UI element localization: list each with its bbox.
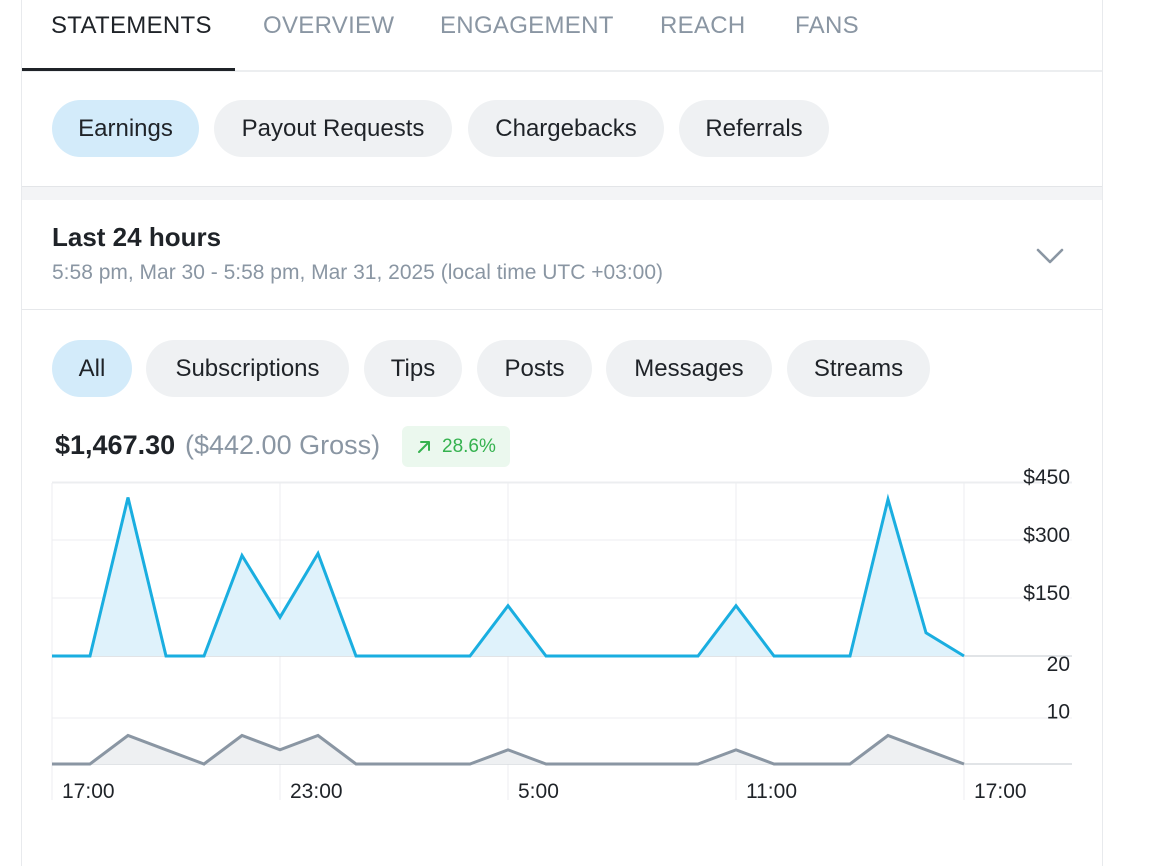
change-badge: 28.6% bbox=[402, 426, 510, 467]
statement-type-chargebacks[interactable]: Chargebacks bbox=[468, 100, 664, 157]
net-earnings: $1,467.30 bbox=[55, 430, 176, 460]
statistics-panel: STATEMENTS OVERVIEW ENGAGEMENT REACH FAN… bbox=[21, 0, 1103, 866]
filter-subscriptions[interactable]: Subscriptions bbox=[146, 340, 349, 397]
active-tab-indicator bbox=[22, 68, 235, 71]
earnings-line bbox=[52, 493, 965, 658]
count-area bbox=[52, 735, 964, 764]
tab-overview[interactable]: OVERVIEW bbox=[263, 12, 395, 39]
statement-type-payout-requests[interactable]: Payout Requests bbox=[214, 100, 452, 157]
filter-all[interactable]: All bbox=[52, 340, 132, 397]
section-separator bbox=[22, 186, 1102, 200]
arrow-up-right-icon bbox=[418, 440, 430, 453]
filter-tips[interactable]: Tips bbox=[364, 340, 462, 397]
count-line bbox=[52, 733, 965, 766]
x-tick-label: 17:00 bbox=[974, 780, 1027, 803]
change-percent: 28.6% bbox=[442, 435, 496, 457]
x-tick-label: 23:00 bbox=[290, 780, 343, 803]
tab-fans[interactable]: FANS bbox=[795, 12, 859, 39]
tab-reach[interactable]: REACH bbox=[660, 12, 746, 39]
period-title: Last 24 hours bbox=[52, 222, 222, 252]
x-tick-label: 11:00 bbox=[746, 780, 797, 803]
divider bbox=[22, 309, 1102, 310]
earnings-chart: 17:00 23:00 5:00 11:00 17:00 $150 $300 $450 10 20 bbox=[51, 466, 1072, 803]
tab-engagement[interactable]: ENGAGEMENT bbox=[440, 12, 614, 39]
statement-type-referrals[interactable]: Referrals bbox=[679, 100, 829, 157]
gross-earnings: ($442.00 Gross) bbox=[185, 430, 381, 460]
y-tick-label: 10 bbox=[1047, 701, 1070, 724]
period-range: 5:58 pm, Mar 30 - 5:58 pm, Mar 31, 2025 … bbox=[52, 261, 664, 284]
y-tick-label: $300 bbox=[1023, 524, 1070, 547]
filter-messages[interactable]: Messages bbox=[606, 340, 772, 397]
y-tick-label: $450 bbox=[1023, 466, 1070, 489]
filter-streams[interactable]: Streams bbox=[787, 340, 930, 397]
y-tick-label: 20 bbox=[1047, 653, 1070, 676]
tab-statements[interactable]: STATEMENTS bbox=[51, 12, 212, 39]
x-tick-label: 17:00 bbox=[62, 780, 115, 803]
statement-type-earnings[interactable]: Earnings bbox=[52, 100, 199, 157]
earnings-area bbox=[52, 497, 964, 656]
filter-posts[interactable]: Posts bbox=[477, 340, 592, 397]
top-tabs: STATEMENTS OVERVIEW ENGAGEMENT REACH FAN… bbox=[22, 0, 1102, 72]
x-tick-label: 5:00 bbox=[518, 780, 559, 803]
y-tick-label: $150 bbox=[1023, 582, 1070, 605]
chevron-down-icon[interactable] bbox=[1034, 240, 1066, 272]
